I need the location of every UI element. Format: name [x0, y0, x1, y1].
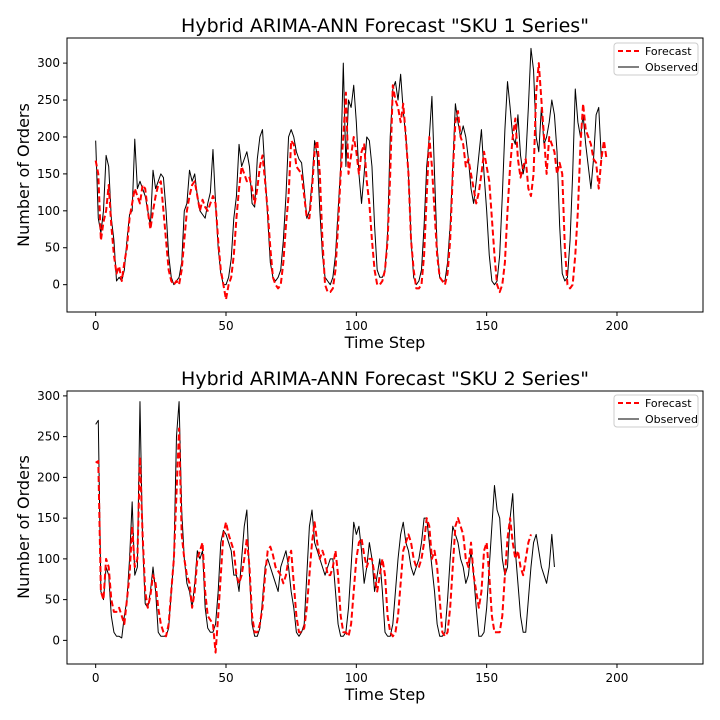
x-tick-label: 100 — [345, 671, 368, 685]
legend-observed-label: Observed — [645, 61, 698, 74]
x-axis-label: Time Step — [344, 685, 426, 704]
x-tick-label: 0 — [92, 671, 100, 685]
x-tick-label: 150 — [475, 319, 498, 333]
x-tick-label: 200 — [606, 319, 629, 333]
y-axis-label: Number of Orders — [14, 103, 33, 247]
y-tick-label: 200 — [37, 130, 60, 144]
legend: Forecast Observed — [613, 42, 699, 76]
y-tick-label: 50 — [45, 241, 60, 255]
y-tick-label: 100 — [37, 552, 60, 566]
x-tick-label: 100 — [345, 319, 368, 333]
series-layer — [95, 401, 555, 654]
x-tick-label: 0 — [92, 319, 100, 333]
legend-forecast-label: Forecast — [645, 45, 692, 58]
plot-area-frame — [66, 390, 704, 665]
x-tick-label: 200 — [606, 671, 629, 685]
y-tick-label: 0 — [52, 633, 60, 647]
x-tick-label: 50 — [218, 319, 233, 333]
legend-observed-label: Observed — [645, 413, 698, 426]
y-tick-label: 0 — [52, 278, 60, 292]
x-ticks: 0 50 100 150 200 — [92, 312, 629, 333]
series-line-forecast — [95, 427, 532, 654]
chart-sku-2: 0 50 100 150 200 0 50 100 150 200 250 300 Hybrid A… — [14, 368, 704, 704]
y-ticks: 0 50 100 150 200 250 300 — [37, 56, 67, 292]
chart-title: Hybrid ARIMA-ANN Forecast "SKU 1 Series" — [181, 15, 589, 37]
y-ticks: 0 50 100 150 200 250 300 — [37, 389, 67, 647]
y-tick-label: 100 — [37, 204, 60, 218]
y-tick-label: 250 — [37, 93, 60, 107]
x-ticks: 0 50 100 150 200 — [92, 664, 629, 685]
series-layer — [94, 47, 608, 301]
x-tick-label: 50 — [218, 671, 233, 685]
y-tick-label: 50 — [45, 593, 60, 607]
x-tick-label: 150 — [475, 671, 498, 685]
y-tick-label: 250 — [37, 430, 60, 444]
chart-sku-1: 0 50 100 150 200 0 50 100 150 200 250 300 Hybrid A… — [14, 15, 704, 352]
legend: Forecast Observed — [613, 394, 699, 428]
x-axis-label: Time Step — [344, 333, 426, 352]
series-line-forecast — [94, 62, 608, 301]
legend-forecast-label: Forecast — [645, 397, 692, 410]
y-tick-label: 150 — [37, 511, 60, 525]
chart-title: Hybrid ARIMA-ANN Forecast "SKU 2 Series" — [181, 368, 589, 390]
y-tick-label: 200 — [37, 470, 60, 484]
y-tick-label: 300 — [37, 389, 60, 403]
series-line-observed — [95, 47, 602, 286]
y-tick-label: 150 — [37, 167, 60, 181]
y-tick-label: 300 — [37, 56, 60, 70]
y-axis-label: Number of Orders — [14, 455, 33, 599]
